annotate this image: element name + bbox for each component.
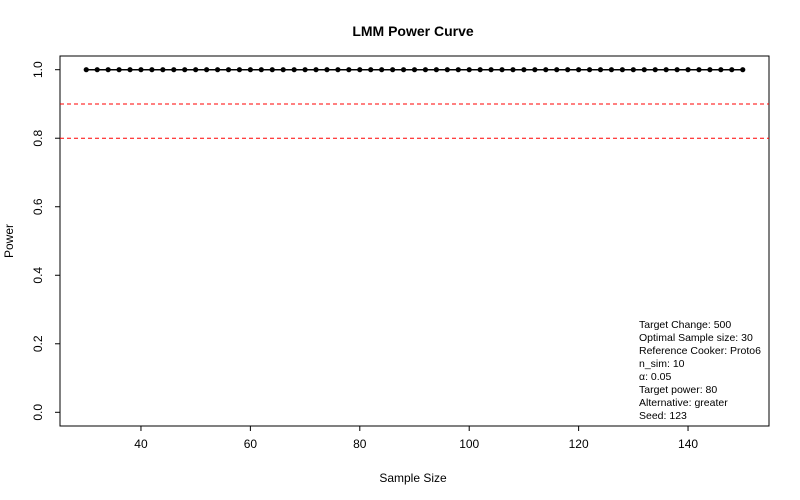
- annotation-line: α: 0.05: [639, 371, 672, 383]
- data-point: [576, 67, 582, 73]
- data-point: [488, 67, 494, 73]
- data-point: [291, 67, 297, 73]
- x-tick-label: 120: [569, 437, 589, 451]
- y-axis: 0.0 0.2 0.4 0.6 0.8 1.0: [31, 61, 60, 421]
- annotation-line: n_sim: 10: [639, 358, 685, 370]
- annotation-line: Target Change: 500: [639, 319, 731, 331]
- data-point: [718, 67, 724, 73]
- x-tick-label: 80: [353, 437, 367, 451]
- data-point: [597, 67, 604, 73]
- data-point: [433, 67, 439, 73]
- data-point: [565, 67, 571, 73]
- data-point: [652, 67, 658, 73]
- data-point: [455, 67, 461, 73]
- data-point: [138, 67, 144, 73]
- data-point: [83, 67, 89, 73]
- data-point: [674, 67, 680, 73]
- data-point: [324, 67, 330, 73]
- y-axis-title: Power: [2, 224, 16, 258]
- annotation-line: Target power: 80: [639, 384, 717, 396]
- data-point: [685, 67, 691, 73]
- data-point: [586, 67, 593, 73]
- data-point: [499, 67, 505, 73]
- data-point: [466, 67, 472, 73]
- chart-title: LMM Power Curve: [352, 23, 474, 39]
- data-point: [116, 67, 122, 73]
- x-axis: 40 60 80 100 120 140: [134, 426, 698, 451]
- data-point: [641, 67, 647, 73]
- data-point: [149, 67, 155, 73]
- data-point: [663, 67, 669, 73]
- annotation-line: Optimal Sample size: 30: [639, 332, 753, 344]
- data-point: [532, 67, 538, 73]
- data-point: [608, 67, 615, 73]
- data-point: [171, 67, 177, 73]
- data-point: [411, 67, 418, 73]
- data-point: [619, 67, 625, 73]
- y-tick-label: 0.0: [31, 404, 45, 421]
- plot-frame: [59, 55, 770, 427]
- data-point: [521, 67, 527, 73]
- data-point: [127, 67, 133, 73]
- data-point: [225, 67, 232, 73]
- x-tick-label: 100: [459, 437, 479, 451]
- data-point: [247, 67, 253, 73]
- data-point: [193, 67, 199, 73]
- data-point: [94, 67, 100, 73]
- y-tick-label: 1.0: [31, 61, 45, 78]
- data-point: [182, 67, 188, 73]
- data-point: [302, 67, 308, 73]
- series-layer: [83, 67, 746, 73]
- data-point: [204, 67, 210, 73]
- data-point: [696, 67, 702, 73]
- data-point: [269, 67, 275, 73]
- y-tick-label: 0.8: [31, 130, 45, 147]
- data-point: [554, 67, 560, 73]
- data-point: [160, 67, 166, 73]
- annotation-line: Alternative: greater: [639, 397, 728, 409]
- data-point: [444, 67, 450, 73]
- data-point: [368, 67, 374, 73]
- data-point: [335, 67, 341, 73]
- data-point: [729, 67, 735, 73]
- data-point: [313, 67, 319, 73]
- data-point: [280, 67, 286, 73]
- data-point: [543, 67, 549, 73]
- x-axis-title: Sample Size: [379, 471, 447, 485]
- y-tick-label: 0.2: [31, 335, 45, 352]
- annotation-line: Seed: 123: [639, 410, 687, 422]
- data-point: [236, 67, 243, 73]
- data-point: [105, 67, 111, 73]
- data-point: [422, 67, 429, 73]
- data-point: [740, 67, 746, 73]
- data-point: [510, 67, 516, 73]
- x-tick-label: 60: [244, 437, 258, 451]
- data-point: [707, 67, 713, 73]
- y-tick-label: 0.6: [31, 198, 45, 215]
- data-point: [214, 67, 221, 73]
- x-tick-label: 140: [678, 437, 698, 451]
- data-point: [630, 67, 636, 73]
- annotation-line: Reference Cooker: Proto6: [639, 345, 761, 357]
- data-point: [477, 67, 483, 73]
- data-point: [357, 67, 363, 73]
- data-point: [400, 67, 407, 73]
- data-point: [390, 67, 396, 73]
- reference-lines: [60, 103, 769, 139]
- data-point: [346, 67, 352, 73]
- data-point: [258, 67, 264, 73]
- x-tick-label: 40: [134, 437, 148, 451]
- y-tick-label: 0.4: [31, 267, 45, 284]
- data-point: [379, 67, 385, 73]
